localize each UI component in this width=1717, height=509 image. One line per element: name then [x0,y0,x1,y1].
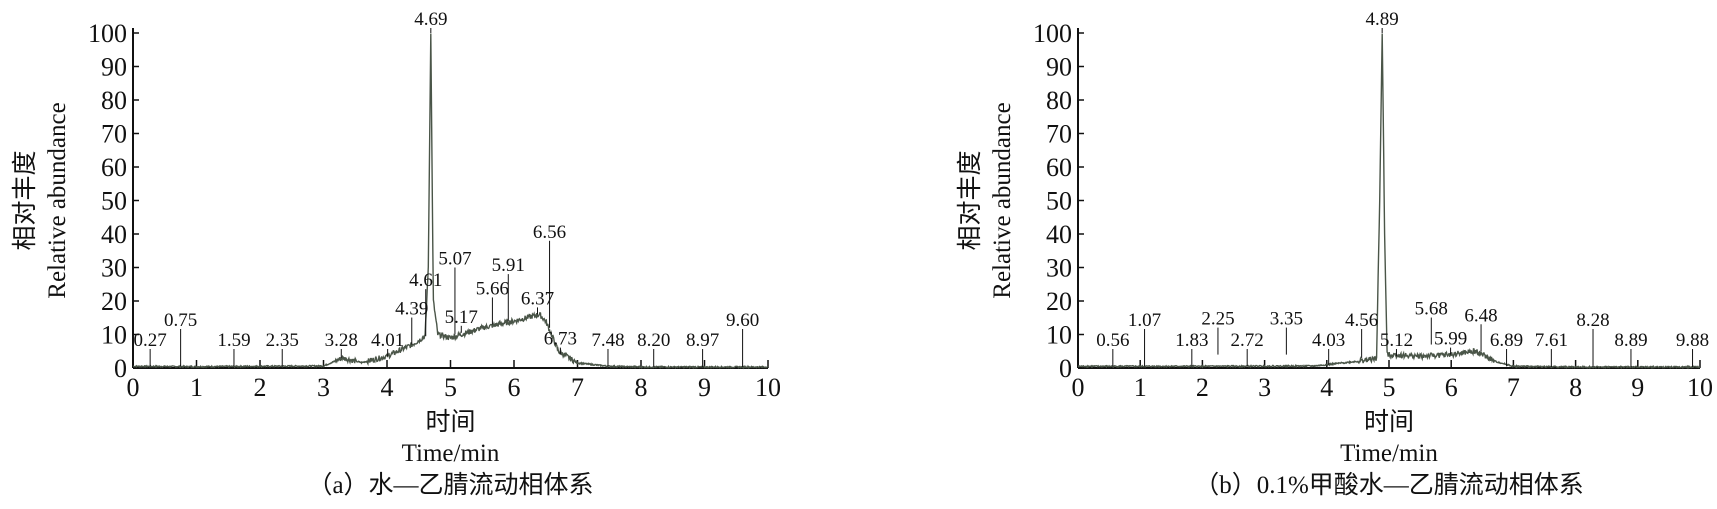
x-axis-label-cn: 时间 [1364,408,1414,436]
peak-label: 9.88 [1676,330,1709,351]
y-tick-label: 40 [101,220,127,249]
y-tick-label: 100 [88,19,127,48]
y-tick-label: 60 [101,153,127,182]
x-tick-label: 3 [1258,373,1271,402]
peak-label: 8.28 [1576,310,1609,331]
panel-caption: （a）水—乙腈流动相体系 [307,471,593,499]
chromatogram-trace [132,33,769,370]
peak-label: 0.75 [164,310,197,331]
y-tick-label: 50 [1046,187,1072,216]
y-tick-label: 90 [1046,53,1072,82]
x-tick-label: 5 [1383,373,1396,402]
x-tick-label: 6 [1445,373,1458,402]
peak-label: 8.97 [686,330,719,351]
peak-label: 6.56 [533,222,566,243]
x-tick-label: 2 [254,373,267,402]
x-tick-label: 8 [635,373,648,402]
x-tick-label: 8 [1569,373,1582,402]
y-tick-label: 20 [1046,287,1072,316]
peak-label: 9.60 [726,310,759,331]
peak-label: 2.25 [1201,309,1234,330]
peak-label: 4.03 [1312,330,1345,351]
peak-label: 4.69 [414,9,447,30]
peak-label: 8.89 [1614,330,1647,351]
x-tick-label: 4 [1320,373,1333,402]
peak-label: 7.61 [1535,330,1568,351]
y-tick-label: 30 [101,254,127,283]
chart-panel-a: 0 1 2 3 4 5 6 7 8 9 1001020304050607080901000.270.… [11,9,781,499]
peak-label: 0.56 [1096,330,1129,351]
peak-label: 4.01 [371,330,404,351]
x-tick-label: 5 [444,373,457,402]
peak-label: 2.72 [1231,330,1264,351]
peak-label: 4.56 [1345,310,1378,331]
x-tick-label: 9 [1631,373,1644,402]
y-axis-label-cn: 相对丰度 [11,150,39,250]
peak-label: 6.89 [1490,330,1523,351]
y-tick-label: 0 [114,354,127,383]
y-tick-label: 80 [101,86,127,115]
x-tick-label: 7 [571,373,584,402]
x-axis-label-cn: 时间 [425,408,475,436]
x-tick-label: 0 [127,373,140,402]
peak-label: 6.37 [521,288,554,309]
peak-label: 8.20 [637,330,670,351]
x-axis-label: Time/min [1340,440,1438,467]
x-tick-label: 10 [755,373,781,402]
y-tick-label: 90 [101,53,127,82]
chromatogram-trace [1077,33,1701,370]
x-tick-label: 7 [1507,373,1520,402]
x-tick-label: 9 [698,373,711,402]
peak-label: 4.61 [409,270,442,291]
y-tick-label: 0 [1059,354,1072,383]
x-tick-label: 6 [508,373,521,402]
peak-label: 5.07 [438,249,471,270]
peak-label: 4.89 [1366,9,1399,30]
peak-label: 5.12 [1380,330,1413,351]
peak-label: 3.28 [325,330,358,351]
y-tick-label: 40 [1046,220,1072,249]
peak-label: 5.99 [1434,329,1467,350]
x-tick-label: 0 [1072,373,1085,402]
peak-label: 5.17 [445,307,478,328]
chart-panel-b: 0 1 2 3 4 5 6 7 8 9 1001020304050607080901000.561.… [956,9,1713,499]
y-tick-label: 20 [101,287,127,316]
peak-label: 7.48 [591,330,624,351]
y-tick-label: 70 [1046,120,1072,149]
peak-label: 4.39 [395,299,428,320]
x-tick-label: 3 [317,373,330,402]
peak-label: 1.59 [217,330,250,351]
y-axis-label: Relative abundance [989,102,1016,298]
y-axis-label-cn: 相对丰度 [956,150,984,250]
panel-caption: （b）0.1%甲酸水—乙腈流动相体系 [1194,471,1584,499]
y-tick-label: 10 [101,321,127,350]
y-axis-label: Relative abundance [44,102,71,298]
x-tick-label: 10 [1687,373,1713,402]
peak-label: 5.91 [492,255,525,276]
peak-label: 1.07 [1128,310,1161,331]
x-tick-label: 2 [1196,373,1209,402]
peak-label: 1.83 [1175,330,1208,351]
y-tick-label: 70 [101,120,127,149]
y-tick-label: 100 [1033,19,1072,48]
peak-label: 6.73 [544,329,577,350]
peak-label: 5.68 [1415,299,1448,320]
peak-label: 0.27 [134,330,167,351]
x-axis-label: Time/min [402,440,500,467]
y-tick-label: 10 [1046,321,1072,350]
y-tick-label: 80 [1046,86,1072,115]
y-tick-label: 60 [1046,153,1072,182]
y-tick-label: 30 [1046,254,1072,283]
peak-label: 5.66 [476,278,509,299]
peak-label: 3.35 [1270,309,1303,330]
y-tick-label: 50 [101,187,127,216]
x-tick-label: 4 [381,373,394,402]
x-tick-label: 1 [1134,373,1147,402]
peak-label: 6.48 [1464,305,1497,326]
peak-label: 2.35 [266,330,299,351]
x-tick-label: 1 [190,373,203,402]
